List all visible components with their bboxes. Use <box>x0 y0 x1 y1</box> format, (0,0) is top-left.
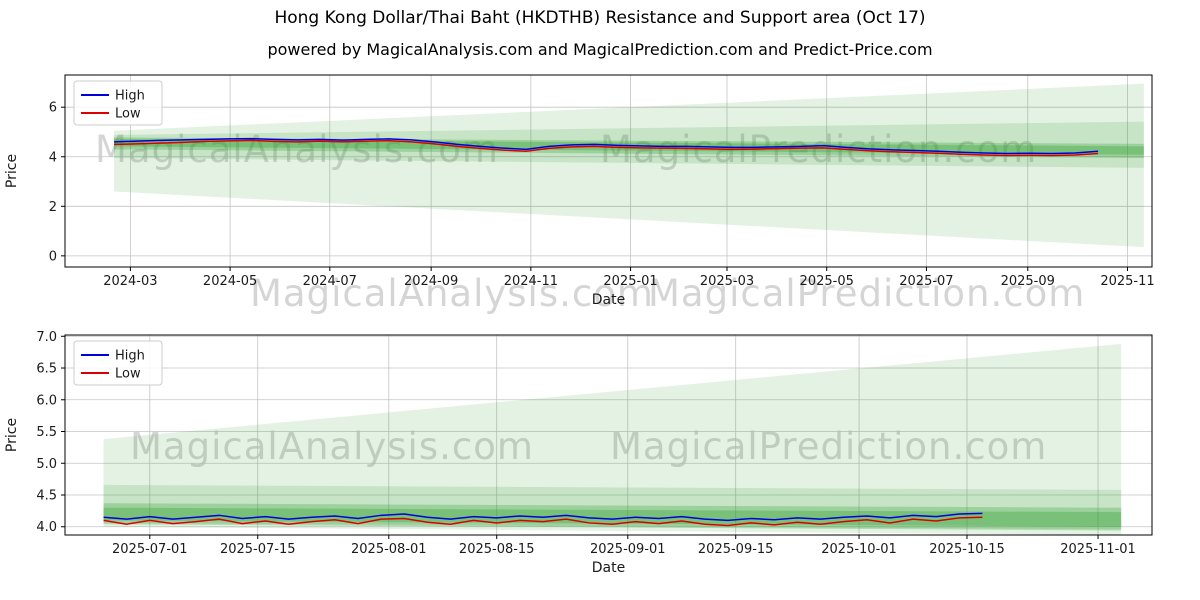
legend-label: High <box>115 349 145 364</box>
x-tick-label: 2025-07-01 <box>112 542 188 557</box>
top-price-chart: 2024-03 2024-05 2024-07 2024-09 2024-11 2025-… <box>4 74 1155 308</box>
y-tick-label: 0 <box>49 249 57 264</box>
x-tick-label: 2025-05 <box>800 274 854 289</box>
bottom-price-chart: 2025-07-01 2025-07-15 2025-08-01 2025-08-15… <box>4 330 1153 576</box>
band <box>103 343 1122 535</box>
x-tick-label: 2024-11 <box>504 274 558 289</box>
y-tick-label: 4 <box>49 150 57 165</box>
legend-label: High <box>115 89 145 104</box>
y-tick-label: 5.5 <box>36 425 57 440</box>
series-low-line <box>114 139 1099 157</box>
x-tick-label: 2025-10-15 <box>929 542 1005 557</box>
legend: High Low <box>73 80 163 126</box>
x-axis-label: Date <box>592 292 625 308</box>
x-tick-label: 2024-03 <box>103 274 157 289</box>
x-tick-label: 2025-01 <box>603 274 657 289</box>
y-tick-label: 2 <box>49 200 57 215</box>
y-tick-label: 7.0 <box>36 330 57 345</box>
grid-lines <box>65 75 1152 267</box>
y-axis-label: Price <box>4 418 20 452</box>
chart-title: Hong Kong Dollar/Thai Baht (HKDTHB) Resi… <box>274 8 926 28</box>
x-tick-label: 2025-07 <box>899 274 953 289</box>
legend-label: Low <box>115 107 141 122</box>
x-tick-label: 2025-11 <box>1100 274 1154 289</box>
series-low-line <box>103 516 983 527</box>
axis-ticks: 2024-03 2024-05 2024-07 2024-09 2024-11 2025-… <box>49 101 1155 289</box>
x-tick-label: 2025-09 <box>1001 274 1055 289</box>
series-high-line <box>114 137 1099 155</box>
plot-border <box>64 334 1153 536</box>
x-tick-label: 2025-09-01 <box>590 542 666 557</box>
legend: High Low <box>73 340 163 386</box>
support-resistance-bands <box>114 83 1144 248</box>
x-tick-label: 2025-07-15 <box>220 542 296 557</box>
x-tick-label: 2025-03 <box>700 274 754 289</box>
support-resistance-bands <box>103 343 1122 535</box>
plot-border <box>64 74 1153 268</box>
band <box>114 121 1144 168</box>
y-tick-label: 6 <box>49 101 57 116</box>
band <box>114 83 1144 248</box>
x-tick-label: 2025-08-01 <box>351 542 427 557</box>
x-tick-label: 2025-09-15 <box>698 542 774 557</box>
x-tick-label: 2025-08-15 <box>459 542 535 557</box>
x-tick-label: 2025-11-01 <box>1060 542 1136 557</box>
y-axis-label: Price <box>4 154 20 188</box>
y-tick-label: 4.5 <box>36 489 57 504</box>
band <box>103 507 1122 527</box>
legend-label: Low <box>115 367 141 382</box>
y-tick-label: 6.0 <box>36 393 57 408</box>
x-tick-label: 2024-07 <box>303 274 357 289</box>
series-high-line <box>103 512 983 522</box>
x-tick-label: 2024-05 <box>203 274 257 289</box>
axis-ticks: 2025-07-01 2025-07-15 2025-08-01 2025-08-15… <box>36 330 1136 557</box>
grid-lines <box>65 335 1152 535</box>
x-axis-label: Date <box>592 560 625 576</box>
x-tick-label: 2025-10-01 <box>821 542 897 557</box>
y-tick-label: 5.0 <box>36 457 57 472</box>
y-tick-label: 4.0 <box>36 520 57 535</box>
x-tick-label: 2024-09 <box>404 274 458 289</box>
y-tick-label: 6.5 <box>36 362 57 377</box>
chart-subtitle: powered by MagicalAnalysis.com and Magic… <box>267 40 933 59</box>
